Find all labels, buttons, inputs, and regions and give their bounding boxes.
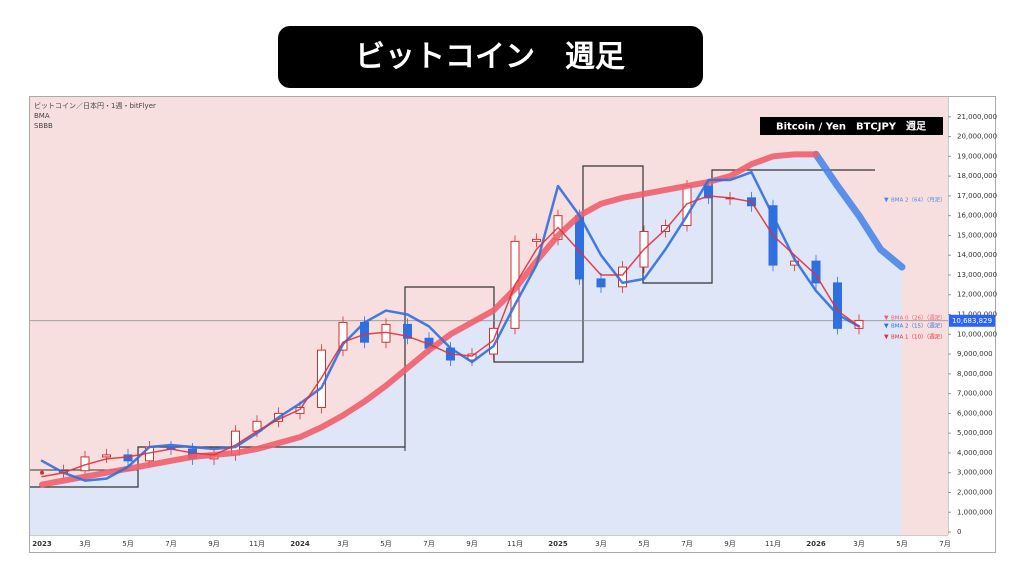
y-tick-label: 20,000,000 <box>957 133 997 141</box>
x-tick-label: 2023 <box>32 540 52 548</box>
legend-label: BMA 2（15）（週足） <box>891 322 946 330</box>
y-tick-label: 5,000,000 <box>957 429 993 437</box>
title-box <box>278 26 703 88</box>
current-price-box <box>949 314 995 327</box>
candle <box>833 282 842 329</box>
x-tick-label: 5月 <box>638 540 649 548</box>
indicator-label: SBBB <box>34 122 53 130</box>
y-tick-label: 15,000,000 <box>957 231 997 239</box>
x-tick-label: 9月 <box>208 540 219 548</box>
x-tick-label: 3月 <box>337 540 348 548</box>
candle <box>102 454 111 458</box>
candle <box>403 323 412 339</box>
y-tick-label: 2,000,000 <box>957 488 993 496</box>
y-tick-label: 13,000,000 <box>957 271 997 279</box>
legend-marker: ▼ <box>884 334 889 341</box>
x-tick-label: 2025 <box>548 540 568 548</box>
x-tick-label: 3月 <box>853 540 864 548</box>
legend-box <box>760 117 943 135</box>
chart-title: Bitcoin / Yen BTCJPY 週足 <box>776 121 927 133</box>
x-tick-label: 7月 <box>423 540 434 548</box>
y-tick-label: 16,000,000 <box>957 212 997 220</box>
price-point <box>40 470 44 475</box>
x-tick-label: 11月 <box>507 540 523 548</box>
legend-marker: ▼ <box>884 315 889 322</box>
y-tick-label: 11,000,000 <box>957 311 997 319</box>
legend-label: BMA 0（26）（週足） <box>891 314 946 322</box>
x-tick-label: 2026 <box>806 540 826 548</box>
chart-subtitle: ビットコイン／日本円・1週・bitFlyer <box>34 101 156 110</box>
x-tick-label: 5月 <box>122 540 133 548</box>
y-tick-label: 3,000,000 <box>957 469 993 477</box>
y-tick-label: 1,000,000 <box>957 508 993 516</box>
x-tick-label: 7月 <box>939 540 950 548</box>
legend-marker: ▼ <box>884 323 889 330</box>
y-tick-label: 19,000,000 <box>957 152 997 160</box>
indicator-label: BMA <box>34 112 50 120</box>
y-tick-label: 9,000,000 <box>957 350 993 358</box>
candle <box>532 238 541 242</box>
x-tick-label: 11月 <box>765 540 781 548</box>
x-tick-label: 3月 <box>79 540 90 548</box>
x-tick-label: 2024 <box>290 540 310 548</box>
legend-marker: ▼ <box>884 197 889 204</box>
y-tick-label: 17,000,000 <box>957 192 997 200</box>
candle <box>295 406 305 414</box>
candle <box>596 278 606 288</box>
current-price-label: 10,683,829 <box>952 317 992 325</box>
x-tick-label: 7月 <box>681 540 692 548</box>
y-tick-label: 10,000,000 <box>957 330 997 338</box>
x-tick-label: 3月 <box>595 540 606 548</box>
x-tick-label: 5月 <box>896 540 907 548</box>
legend-label: BMA 2（64）（月足） <box>891 197 946 204</box>
candle <box>489 327 498 355</box>
x-tick-label: 9月 <box>466 540 477 548</box>
candle <box>338 321 348 351</box>
y-tick-label: 0 <box>957 528 961 536</box>
candle <box>467 353 477 361</box>
y-tick-label: 6,000,000 <box>957 409 993 417</box>
bear-zone <box>30 154 902 535</box>
x-tick-label: 7月 <box>165 540 176 548</box>
y-tick-label: 14,000,000 <box>957 251 997 259</box>
y-tick-label: 4,000,000 <box>957 449 993 457</box>
page-title: ビットコイン 週足 <box>355 40 625 75</box>
bma-line <box>39 151 819 488</box>
bma-line <box>812 150 906 271</box>
y-tick-label: 21,000,000 <box>957 113 997 121</box>
bma-line <box>40 170 861 482</box>
candle <box>704 185 713 199</box>
legend-label: BMA 1（10）（週足） <box>891 333 946 341</box>
y-tick-label: 7,000,000 <box>957 390 993 398</box>
x-tick-label: 9月 <box>724 540 735 548</box>
y-tick-label: 12,000,000 <box>957 291 997 299</box>
x-tick-label: 11月 <box>249 540 265 548</box>
y-tick-label: 18,000,000 <box>957 172 997 180</box>
y-tick-label: 8,000,000 <box>957 370 993 378</box>
x-tick-label: 5月 <box>380 540 391 548</box>
bma-line <box>41 195 860 478</box>
